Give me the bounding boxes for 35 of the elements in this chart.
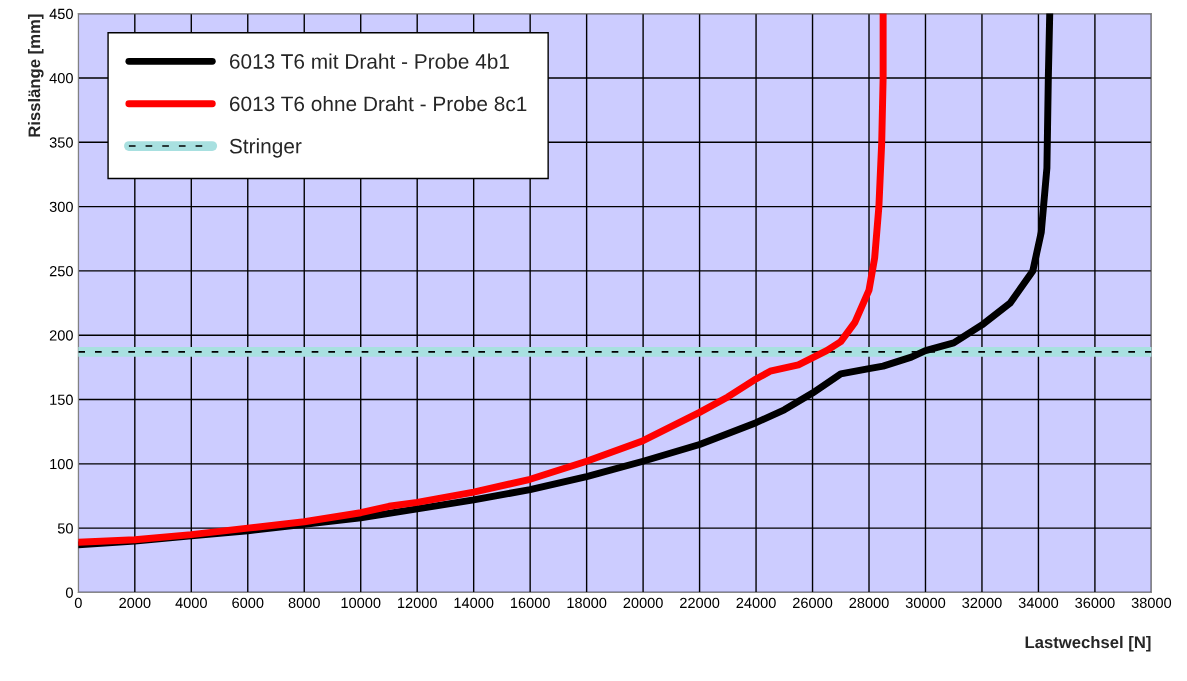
x-tick-label: 20000 [623,597,663,609]
y-tick-label: 300 [49,201,73,212]
y-tick-label: 50 [57,523,73,534]
x-tick-label: 16000 [510,597,550,609]
x-tick-label: 18000 [567,597,607,609]
x-tick-label: 6000 [232,597,264,609]
x-tick-label: 2000 [119,597,151,609]
y-tick-label: 200 [49,330,73,341]
x-tick-label: 36000 [1075,597,1115,609]
x-axis-title: Lastwechsel [N] [1025,635,1151,652]
x-tick-label: 14000 [454,597,494,609]
y-axis-title: Risslänge [mm] [27,14,44,137]
y-tick-label: 0 [65,587,73,598]
x-tick-label: 32000 [962,597,1002,609]
y-tick-label: 250 [49,265,73,277]
x-tick-label: 4000 [175,597,207,609]
x-tick-label: 12000 [398,597,437,609]
x-tick-label: 30000 [905,597,946,609]
y-tick-label: 150 [50,394,73,405]
x-tick-label: 38000 [1131,597,1172,609]
x-tick-label: 0 [74,597,82,609]
legend-label: Stringer [229,138,302,158]
x-tick-label: 34000 [1018,597,1059,609]
x-tick-label: 26000 [792,597,833,609]
y-tick-label: 450 [49,8,73,20]
legend-label: 6013 T6 mit Draht - Probe 4b1 [229,53,509,69]
y-tick-label: 100 [50,458,73,470]
x-tick-label: 28000 [849,597,889,609]
y-tick-label: 350 [49,137,73,148]
x-tick-label: 10000 [341,597,381,609]
x-tick-label: 24000 [736,597,776,609]
x-tick-label: 22000 [680,597,720,609]
x-tick-label: 8000 [288,597,320,609]
legend-label: 6013 T6 ohne Draht - Probe 8c1 [229,95,527,112]
y-tick-label: 400 [49,73,73,84]
